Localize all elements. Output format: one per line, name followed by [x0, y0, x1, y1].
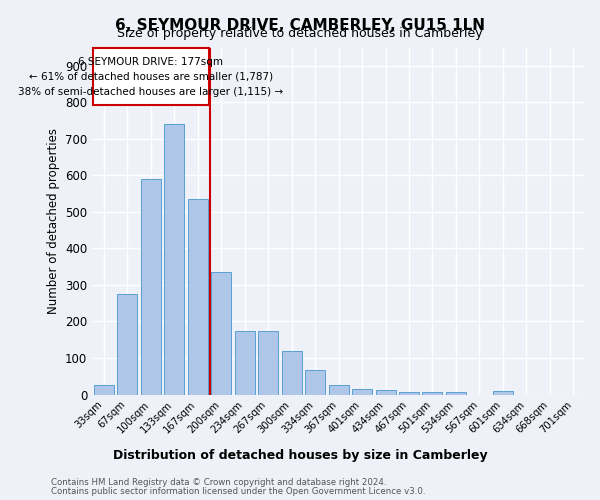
Bar	[422, 392, 442, 394]
Bar	[352, 389, 372, 394]
Bar	[376, 390, 395, 394]
Bar	[141, 179, 161, 394]
Bar	[446, 392, 466, 394]
Bar	[493, 391, 513, 394]
Text: Size of property relative to detached houses in Camberley: Size of property relative to detached ho…	[117, 28, 483, 40]
Bar	[258, 330, 278, 394]
Bar	[305, 370, 325, 394]
Y-axis label: Number of detached properties: Number of detached properties	[47, 128, 59, 314]
Bar	[329, 386, 349, 394]
Text: Contains HM Land Registry data © Crown copyright and database right 2024.: Contains HM Land Registry data © Crown c…	[51, 478, 386, 487]
Text: 6, SEYMOUR DRIVE, CAMBERLEY, GU15 1LN: 6, SEYMOUR DRIVE, CAMBERLEY, GU15 1LN	[115, 18, 485, 32]
Text: Contains public sector information licensed under the Open Government Licence v3: Contains public sector information licen…	[51, 487, 425, 496]
Bar	[235, 330, 255, 394]
Bar	[211, 272, 231, 394]
Bar	[399, 392, 419, 394]
Bar	[281, 350, 302, 395]
Bar	[164, 124, 184, 394]
Bar	[94, 384, 114, 394]
Text: Distribution of detached houses by size in Camberley: Distribution of detached houses by size …	[113, 450, 487, 462]
Text: 6 SEYMOUR DRIVE: 177sqm
← 61% of detached houses are smaller (1,787)
38% of semi: 6 SEYMOUR DRIVE: 177sqm ← 61% of detache…	[19, 57, 283, 96]
Bar	[118, 294, 137, 394]
FancyBboxPatch shape	[92, 48, 209, 105]
Bar	[188, 199, 208, 394]
